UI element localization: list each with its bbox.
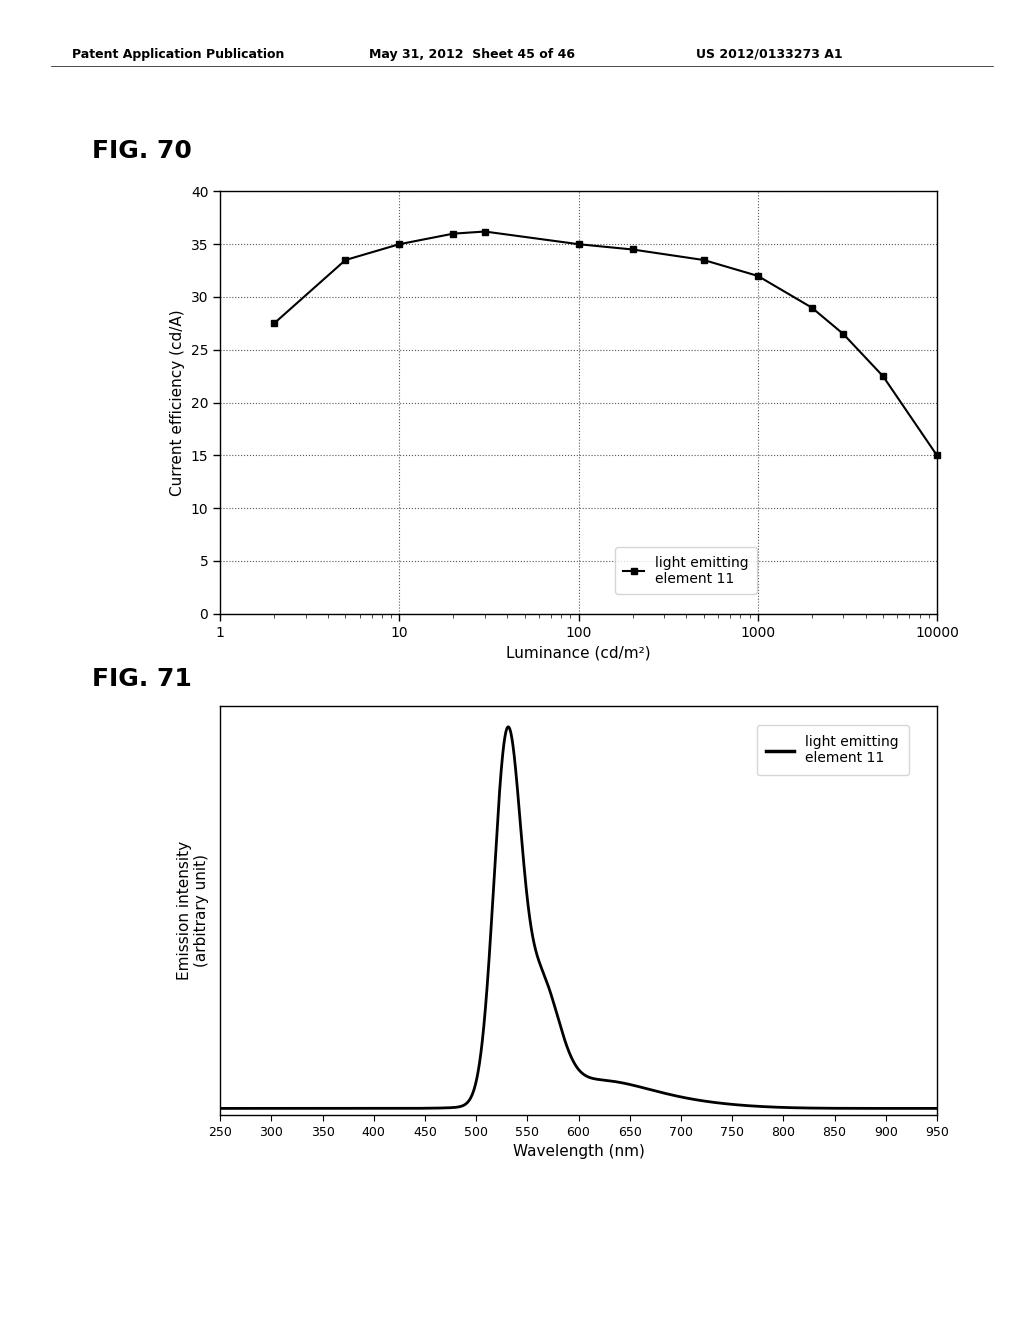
Text: FIG. 70: FIG. 70 — [92, 139, 193, 162]
X-axis label: Luminance (cd/m²): Luminance (cd/m²) — [506, 645, 651, 660]
Legend: light emitting
element 11: light emitting element 11 — [615, 548, 757, 594]
Text: May 31, 2012  Sheet 45 of 46: May 31, 2012 Sheet 45 of 46 — [369, 48, 574, 61]
Y-axis label: Current efficiency (cd/A): Current efficiency (cd/A) — [170, 309, 185, 496]
Text: Patent Application Publication: Patent Application Publication — [72, 48, 284, 61]
Text: US 2012/0133273 A1: US 2012/0133273 A1 — [696, 48, 843, 61]
Legend: light emitting
element 11: light emitting element 11 — [757, 726, 908, 775]
Y-axis label: Emission intensity
(arbitrary unit): Emission intensity (arbitrary unit) — [177, 841, 209, 981]
Text: FIG. 71: FIG. 71 — [92, 667, 193, 690]
X-axis label: Wavelength (nm): Wavelength (nm) — [513, 1144, 644, 1159]
